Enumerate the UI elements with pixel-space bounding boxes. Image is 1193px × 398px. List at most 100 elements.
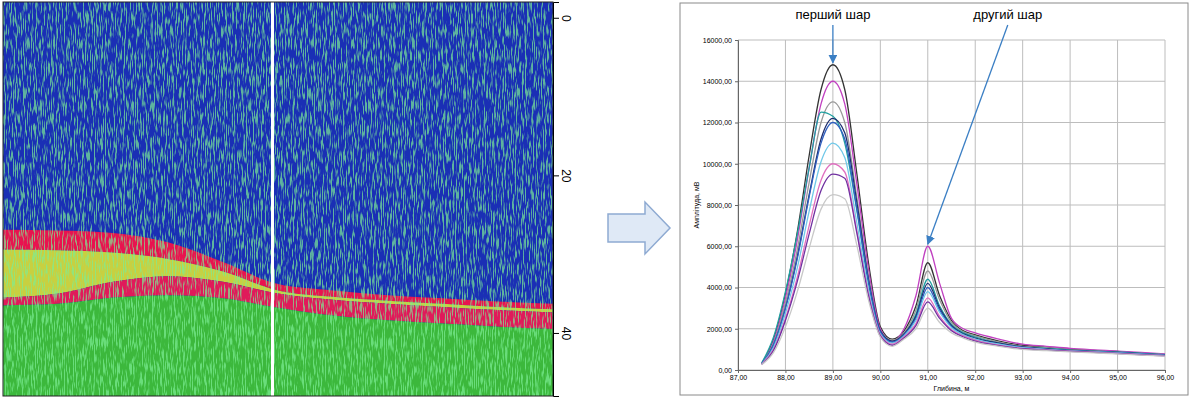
tick-mark xyxy=(735,40,738,41)
series-line xyxy=(762,174,1165,364)
axis-line xyxy=(739,371,1166,374)
tick-mark xyxy=(735,370,738,371)
x-axis-title: Глибина, м xyxy=(934,385,970,392)
tick: 89,00 xyxy=(825,370,843,381)
y-axis-title: Амплітуда, мВ xyxy=(693,181,701,228)
tick-mark xyxy=(833,370,834,373)
tick-mark xyxy=(735,164,738,165)
layer xyxy=(3,295,553,396)
tick-label: 87,00 xyxy=(730,374,748,381)
tick-mark xyxy=(1070,370,1071,373)
series-line xyxy=(762,143,1165,364)
tick-mark xyxy=(553,18,559,19)
tick-mark xyxy=(735,205,738,206)
annotation-arrow xyxy=(928,25,1008,244)
frame xyxy=(3,2,553,396)
tick-mark xyxy=(975,370,976,373)
annotations: перший шар другий шар xyxy=(795,7,1042,244)
series-line xyxy=(762,102,1165,364)
plot-area xyxy=(762,65,1165,365)
tick-mark xyxy=(1165,370,1166,373)
echogram: 0 20 40 xyxy=(3,2,573,397)
series-line xyxy=(762,164,1165,364)
tick-mark xyxy=(1118,370,1119,373)
tick: 88,00 xyxy=(777,370,795,381)
tick: 96,00 xyxy=(1157,370,1175,381)
tick: 91,00 xyxy=(920,370,938,381)
tick: 93,00 xyxy=(1014,370,1032,381)
water xyxy=(3,2,553,396)
annotation-arrow xyxy=(832,25,833,63)
tick-mark xyxy=(735,123,738,124)
series-line xyxy=(762,195,1165,365)
tick-label: 14000,00 xyxy=(703,78,732,85)
cursor xyxy=(271,2,274,396)
tick: 87,00 xyxy=(730,370,748,381)
tick-label: 16000,00 xyxy=(703,37,732,44)
series-line xyxy=(762,65,1165,364)
tick: 40 xyxy=(553,327,573,341)
tick: 16000,00 xyxy=(703,37,738,44)
tick: 20 xyxy=(553,169,573,183)
tick: 8000,00 xyxy=(707,202,738,209)
tick-label: 88,00 xyxy=(777,374,795,381)
tick-label: 90,00 xyxy=(872,374,890,381)
plot-area xyxy=(3,2,553,396)
x-axis: 87,00 88,00 89,00 90,00 91,00 92,00 93,00 94,00… xyxy=(730,370,1175,381)
tick-label: 2000,00 xyxy=(707,325,732,332)
tick-mark xyxy=(735,81,738,82)
tick-label: 10000,00 xyxy=(703,160,732,167)
grid xyxy=(738,40,1165,370)
y-axis: 0,00 2000,00 4000,00 6000,00 8000,00 10000,00… xyxy=(703,37,739,374)
texture xyxy=(3,2,553,396)
grid-line xyxy=(738,287,1165,288)
tick: 94,00 xyxy=(1062,370,1080,381)
line-chart: 87,00 88,00 89,00 90,00 91,00 92,00 93,00 94,00… xyxy=(680,3,1188,395)
tick-mark xyxy=(735,329,738,330)
tick-mark xyxy=(785,370,786,373)
tick: 0 xyxy=(553,15,573,22)
y-axis: 0 20 40 xyxy=(553,3,573,397)
page: 0 20 40 87,00 88,00 89,00 90,00 91,00 92,00 93,00… xyxy=(0,0,1193,398)
tick-label: 93,00 xyxy=(1014,374,1032,381)
tick: 6000,00 xyxy=(707,243,738,250)
series-line xyxy=(762,118,1165,363)
tick-mark xyxy=(735,288,738,289)
tick-label: 40 xyxy=(559,327,573,341)
tick-mark xyxy=(928,370,929,373)
grid-line xyxy=(738,122,1165,123)
tick: 4000,00 xyxy=(707,284,738,291)
tick-label: 96,00 xyxy=(1157,374,1175,381)
axis-line xyxy=(554,3,560,397)
panel-arrow xyxy=(608,202,670,254)
axis-line xyxy=(735,41,739,371)
tick-label: 4000,00 xyxy=(707,284,732,291)
tick: 2000,00 xyxy=(707,325,738,332)
tick-mark xyxy=(735,246,738,247)
annotation: перший шар xyxy=(795,7,870,22)
tick-mark xyxy=(553,175,559,176)
tick-label: 91,00 xyxy=(920,374,938,381)
tick: 10000,00 xyxy=(703,160,738,167)
series-line xyxy=(762,81,1165,364)
tick: 12000,00 xyxy=(703,119,738,126)
tick-label: 6000,00 xyxy=(707,243,732,250)
tick-mark xyxy=(553,333,559,334)
tick-label: 0,00 xyxy=(718,367,732,374)
tick-label: 8000,00 xyxy=(707,202,732,209)
tick-label: 94,00 xyxy=(1062,374,1080,381)
annotation: другий шар xyxy=(973,7,1042,22)
chart-frame xyxy=(680,3,1188,395)
series-line xyxy=(762,123,1165,364)
tick-label: 92,00 xyxy=(967,374,985,381)
tick: 95,00 xyxy=(1109,370,1127,381)
tick-label: 89,00 xyxy=(825,374,843,381)
grid-line xyxy=(738,81,1165,82)
grid-line xyxy=(738,40,1165,41)
grid-line xyxy=(738,163,1165,164)
tick: 90,00 xyxy=(872,370,890,381)
tick-label: 0 xyxy=(559,15,573,22)
tick-label: 20 xyxy=(559,169,573,183)
tick: 0,00 xyxy=(718,367,738,374)
tick-mark xyxy=(1023,370,1024,373)
